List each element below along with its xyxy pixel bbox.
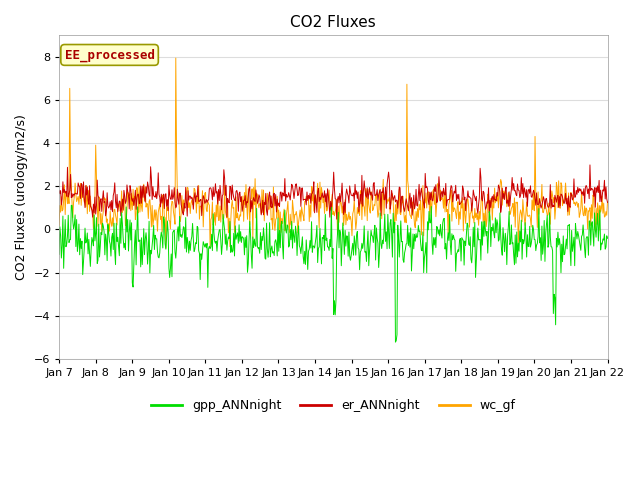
Legend: gpp_ANNnight, er_ANNnight, wc_gf: gpp_ANNnight, er_ANNnight, wc_gf xyxy=(146,395,521,418)
gpp_ANNnight xyxy=(401,246,409,252)
er_ANNnight xyxy=(65,192,73,197)
er_ANNnight xyxy=(604,200,611,205)
gpp_ANNnight xyxy=(178,235,186,240)
wc_gf xyxy=(122,223,129,228)
wc_gf xyxy=(172,55,180,61)
Text: EE_processed: EE_processed xyxy=(65,48,155,61)
gpp_ANNnight xyxy=(65,240,73,245)
er_ANNnight xyxy=(55,188,63,193)
Line: er_ANNnight: er_ANNnight xyxy=(59,165,607,219)
wc_gf xyxy=(208,215,216,220)
er_ANNnight xyxy=(333,216,340,222)
wc_gf xyxy=(55,223,63,228)
wc_gf xyxy=(604,199,611,204)
er_ANNnight xyxy=(586,162,594,168)
er_ANNnight xyxy=(417,190,424,196)
wc_gf xyxy=(179,209,186,215)
gpp_ANNnight xyxy=(67,203,75,208)
Line: gpp_ANNnight: gpp_ANNnight xyxy=(59,205,607,342)
wc_gf xyxy=(401,213,409,218)
er_ANNnight xyxy=(206,185,214,191)
er_ANNnight xyxy=(177,202,185,207)
gpp_ANNnight xyxy=(604,235,611,241)
gpp_ANNnight xyxy=(417,247,425,253)
Line: wc_gf: wc_gf xyxy=(59,58,607,248)
wc_gf xyxy=(417,232,425,238)
Title: CO2 Fluxes: CO2 Fluxes xyxy=(291,15,376,30)
Y-axis label: CO2 Fluxes (urology/m2/s): CO2 Fluxes (urology/m2/s) xyxy=(15,114,28,280)
gpp_ANNnight xyxy=(122,204,130,210)
gpp_ANNnight xyxy=(55,252,63,257)
gpp_ANNnight xyxy=(207,244,214,250)
gpp_ANNnight xyxy=(392,339,399,345)
wc_gf xyxy=(65,201,73,206)
er_ANNnight xyxy=(122,201,129,206)
er_ANNnight xyxy=(401,208,408,214)
wc_gf xyxy=(162,245,170,251)
